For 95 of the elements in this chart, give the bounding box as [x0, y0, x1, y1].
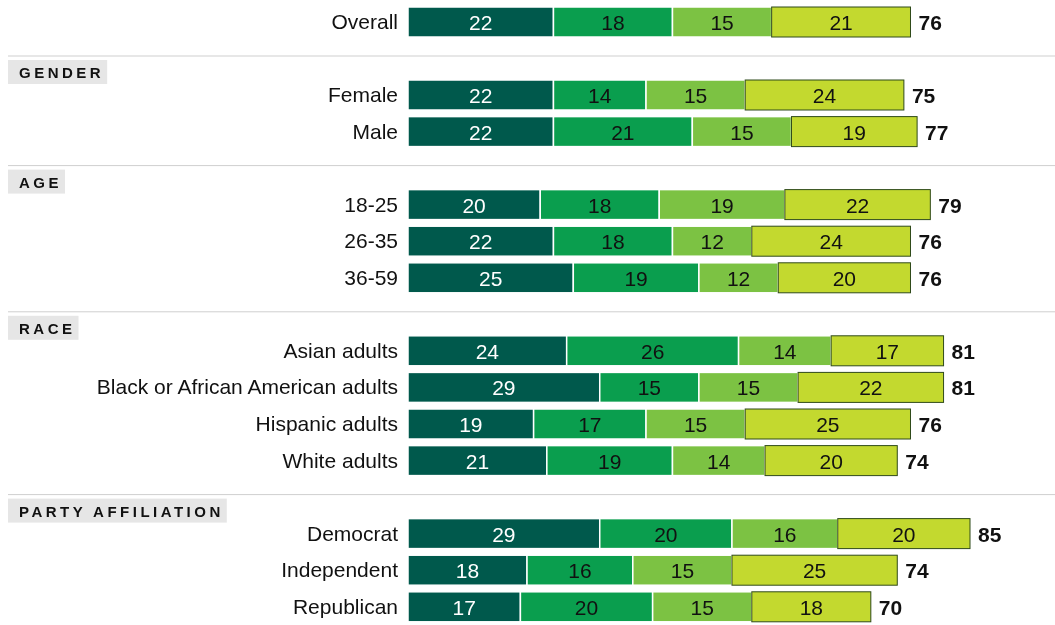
y-tick-label: Asian adults	[283, 338, 398, 362]
data-label: 15	[637, 376, 662, 400]
data-label: 14	[707, 449, 731, 473]
total-label: 79	[938, 193, 962, 217]
y-tick-label: Black or African American adults	[96, 375, 398, 399]
data-label: 18	[601, 230, 625, 254]
data-label: 15	[670, 559, 695, 583]
data-label: 24	[812, 84, 837, 107]
y-tick-label: Democrat	[306, 521, 399, 545]
data-label: 25	[478, 266, 503, 290]
data-label: 20	[819, 449, 843, 473]
data-label: 14	[588, 84, 612, 107]
data-label: 15	[683, 413, 708, 436]
data-label: 21	[611, 120, 635, 144]
data-label: 22	[845, 193, 870, 217]
data-label: 15	[690, 595, 714, 619]
y-tick-label: Hispanic adults	[255, 412, 398, 435]
data-label: 18	[455, 559, 480, 583]
text: RACE	[19, 319, 76, 337]
text: GENDER	[19, 64, 105, 81]
y-tick-label: Independent	[281, 558, 399, 582]
total-label: 85	[978, 522, 1002, 546]
data-label: 18	[588, 193, 612, 217]
data-label: 21	[829, 11, 853, 34]
bar	[784, 189, 931, 221]
total-label: 75	[911, 84, 936, 107]
bar	[751, 225, 911, 257]
y-tick-label: 18-25	[344, 192, 398, 216]
data-label: 18	[799, 595, 823, 619]
text: PARTY AFFILIATION	[19, 502, 224, 520]
data-label: 12	[700, 230, 724, 254]
data-label: 24	[475, 339, 500, 363]
data-label: 22	[469, 120, 493, 144]
data-label: 22	[469, 84, 493, 107]
data-label: 22	[859, 376, 883, 400]
data-label: 18	[601, 11, 625, 34]
data-label: 19	[710, 193, 734, 217]
data-label: 20	[574, 595, 599, 619]
bar	[797, 371, 945, 403]
total-label: 76	[918, 230, 942, 254]
data-label: 12	[726, 266, 751, 290]
bar	[837, 518, 971, 550]
data-label: 16	[568, 559, 592, 583]
data-label: 19	[597, 449, 622, 473]
data-label: 21	[465, 449, 490, 473]
y-tick-label: Republican	[292, 594, 398, 618]
total-label: 76	[918, 413, 942, 436]
bar	[751, 591, 872, 623]
data-label: 19	[459, 413, 483, 436]
data-label: 26	[640, 339, 665, 363]
bar	[744, 79, 905, 111]
data-label: 20	[892, 522, 916, 546]
total-label: 81	[951, 339, 976, 363]
data-label: 17	[578, 413, 602, 436]
data-label: 29	[492, 522, 516, 546]
data-label: 15	[736, 376, 761, 400]
y-tick-label: Overall	[331, 10, 398, 33]
data-label: 14	[773, 339, 797, 363]
data-label: 16	[773, 522, 797, 546]
bar	[744, 408, 911, 440]
total-label: 74	[905, 449, 929, 473]
total-label: 77	[925, 120, 949, 144]
data-label: 29	[492, 376, 516, 400]
data-label: 20	[462, 193, 486, 217]
bar	[764, 445, 898, 477]
y-tick-label: Female	[327, 83, 398, 106]
data-label: 25	[802, 559, 827, 583]
data-label: 25	[816, 413, 840, 436]
data-label: 24	[819, 230, 844, 254]
data-label: 17	[875, 339, 900, 363]
data-label: 15	[683, 84, 708, 107]
data-label: 22	[469, 11, 493, 34]
data-label: 20	[654, 522, 678, 546]
data-label: 17	[452, 595, 476, 619]
total-label: 70	[878, 595, 903, 619]
total-label: 74	[905, 559, 929, 583]
total-label: 76	[918, 11, 942, 34]
bar	[790, 116, 918, 148]
bar	[777, 262, 911, 294]
y-tick-label: Male	[352, 119, 398, 143]
bar	[771, 6, 911, 38]
total-label: 76	[918, 266, 942, 290]
data-label: 22	[469, 230, 493, 254]
bar	[830, 335, 945, 367]
data-label: 19	[624, 266, 648, 290]
y-tick-label: 26-35	[344, 229, 398, 253]
y-tick-label: 36-59	[344, 265, 398, 289]
data-label: 19	[842, 120, 866, 144]
data-label: 15	[730, 120, 754, 144]
data-label: 20	[832, 266, 857, 290]
total-label: 81	[951, 376, 976, 400]
bar	[731, 554, 898, 586]
data-label: 15	[710, 11, 734, 34]
y-tick-label: White adults	[282, 448, 398, 472]
text: AGE	[19, 173, 63, 191]
